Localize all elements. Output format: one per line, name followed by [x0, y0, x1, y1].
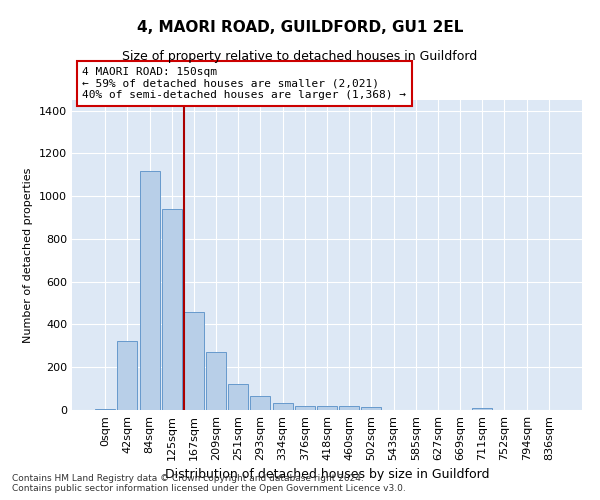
Text: 4 MAORI ROAD: 150sqm
← 59% of detached houses are smaller (2,021)
40% of semi-de: 4 MAORI ROAD: 150sqm ← 59% of detached h…	[82, 67, 406, 100]
Bar	[317, 406, 337, 410]
Bar	[140, 170, 160, 410]
Y-axis label: Number of detached properties: Number of detached properties	[23, 168, 34, 342]
Text: Size of property relative to detached houses in Guildford: Size of property relative to detached ho…	[122, 50, 478, 63]
Bar	[162, 209, 182, 410]
Bar	[339, 406, 359, 410]
Bar	[228, 384, 248, 410]
Bar	[184, 312, 204, 410]
Bar	[118, 340, 137, 410]
Bar	[272, 402, 293, 410]
Text: Contains HM Land Registry data © Crown copyright and database right 2024.: Contains HM Land Registry data © Crown c…	[12, 474, 364, 483]
Bar	[250, 396, 271, 410]
Text: 4, MAORI ROAD, GUILDFORD, GU1 2EL: 4, MAORI ROAD, GUILDFORD, GU1 2EL	[137, 20, 463, 35]
Bar	[295, 406, 315, 410]
Bar	[206, 352, 226, 410]
Bar	[95, 409, 115, 410]
Bar	[472, 408, 492, 410]
X-axis label: Distribution of detached houses by size in Guildford: Distribution of detached houses by size …	[165, 468, 489, 481]
Text: Contains public sector information licensed under the Open Government Licence v3: Contains public sector information licen…	[12, 484, 406, 493]
Bar	[361, 408, 382, 410]
